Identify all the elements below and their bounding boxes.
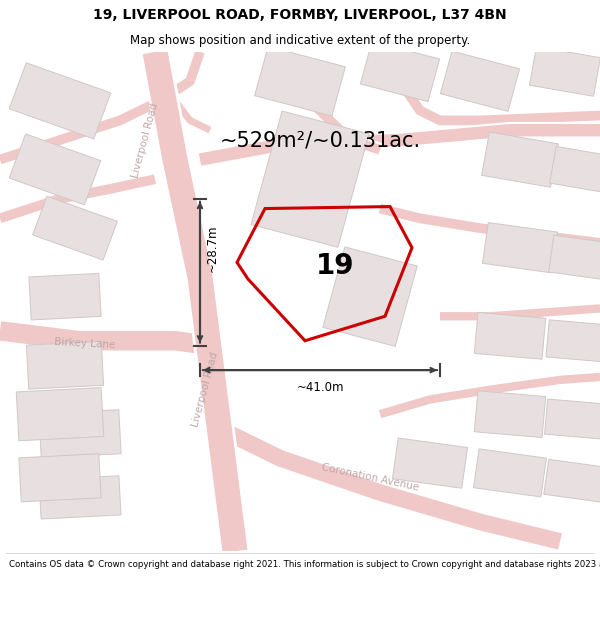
Polygon shape bbox=[474, 391, 546, 438]
Text: Contains OS data © Crown copyright and database right 2021. This information is : Contains OS data © Crown copyright and d… bbox=[9, 560, 600, 569]
Text: ~529m²/~0.131ac.: ~529m²/~0.131ac. bbox=[220, 130, 421, 150]
Polygon shape bbox=[530, 47, 600, 96]
Polygon shape bbox=[19, 454, 101, 502]
Polygon shape bbox=[29, 273, 101, 320]
Text: 19, LIVERPOOL ROAD, FORMBY, LIVERPOOL, L37 4BN: 19, LIVERPOOL ROAD, FORMBY, LIVERPOOL, L… bbox=[93, 8, 507, 21]
Polygon shape bbox=[16, 388, 104, 441]
Polygon shape bbox=[473, 449, 547, 497]
Text: Liverpool Road: Liverpool Road bbox=[130, 101, 160, 179]
Polygon shape bbox=[26, 341, 104, 389]
Text: ~28.7m: ~28.7m bbox=[205, 224, 218, 272]
Text: 19: 19 bbox=[316, 252, 355, 280]
Polygon shape bbox=[482, 222, 557, 273]
Polygon shape bbox=[9, 134, 101, 205]
Polygon shape bbox=[474, 312, 546, 359]
Polygon shape bbox=[545, 399, 600, 439]
Text: Coronation Avenue: Coronation Avenue bbox=[320, 462, 419, 493]
Text: Liverpool Road: Liverpool Road bbox=[190, 351, 220, 428]
Polygon shape bbox=[550, 146, 600, 192]
Polygon shape bbox=[32, 196, 118, 260]
Polygon shape bbox=[39, 476, 121, 519]
Text: ~41.0m: ~41.0m bbox=[296, 381, 344, 394]
Polygon shape bbox=[361, 41, 440, 102]
Polygon shape bbox=[440, 51, 520, 111]
Text: Map shows position and indicative extent of the property.: Map shows position and indicative extent… bbox=[130, 34, 470, 47]
Polygon shape bbox=[39, 410, 121, 458]
Polygon shape bbox=[544, 459, 600, 502]
Polygon shape bbox=[548, 235, 600, 280]
Polygon shape bbox=[9, 62, 111, 139]
Polygon shape bbox=[546, 320, 600, 362]
Polygon shape bbox=[323, 247, 417, 346]
Polygon shape bbox=[251, 111, 369, 248]
Polygon shape bbox=[392, 438, 467, 488]
Polygon shape bbox=[254, 46, 346, 116]
Polygon shape bbox=[482, 132, 559, 188]
Text: Birkey Lane: Birkey Lane bbox=[54, 337, 116, 350]
